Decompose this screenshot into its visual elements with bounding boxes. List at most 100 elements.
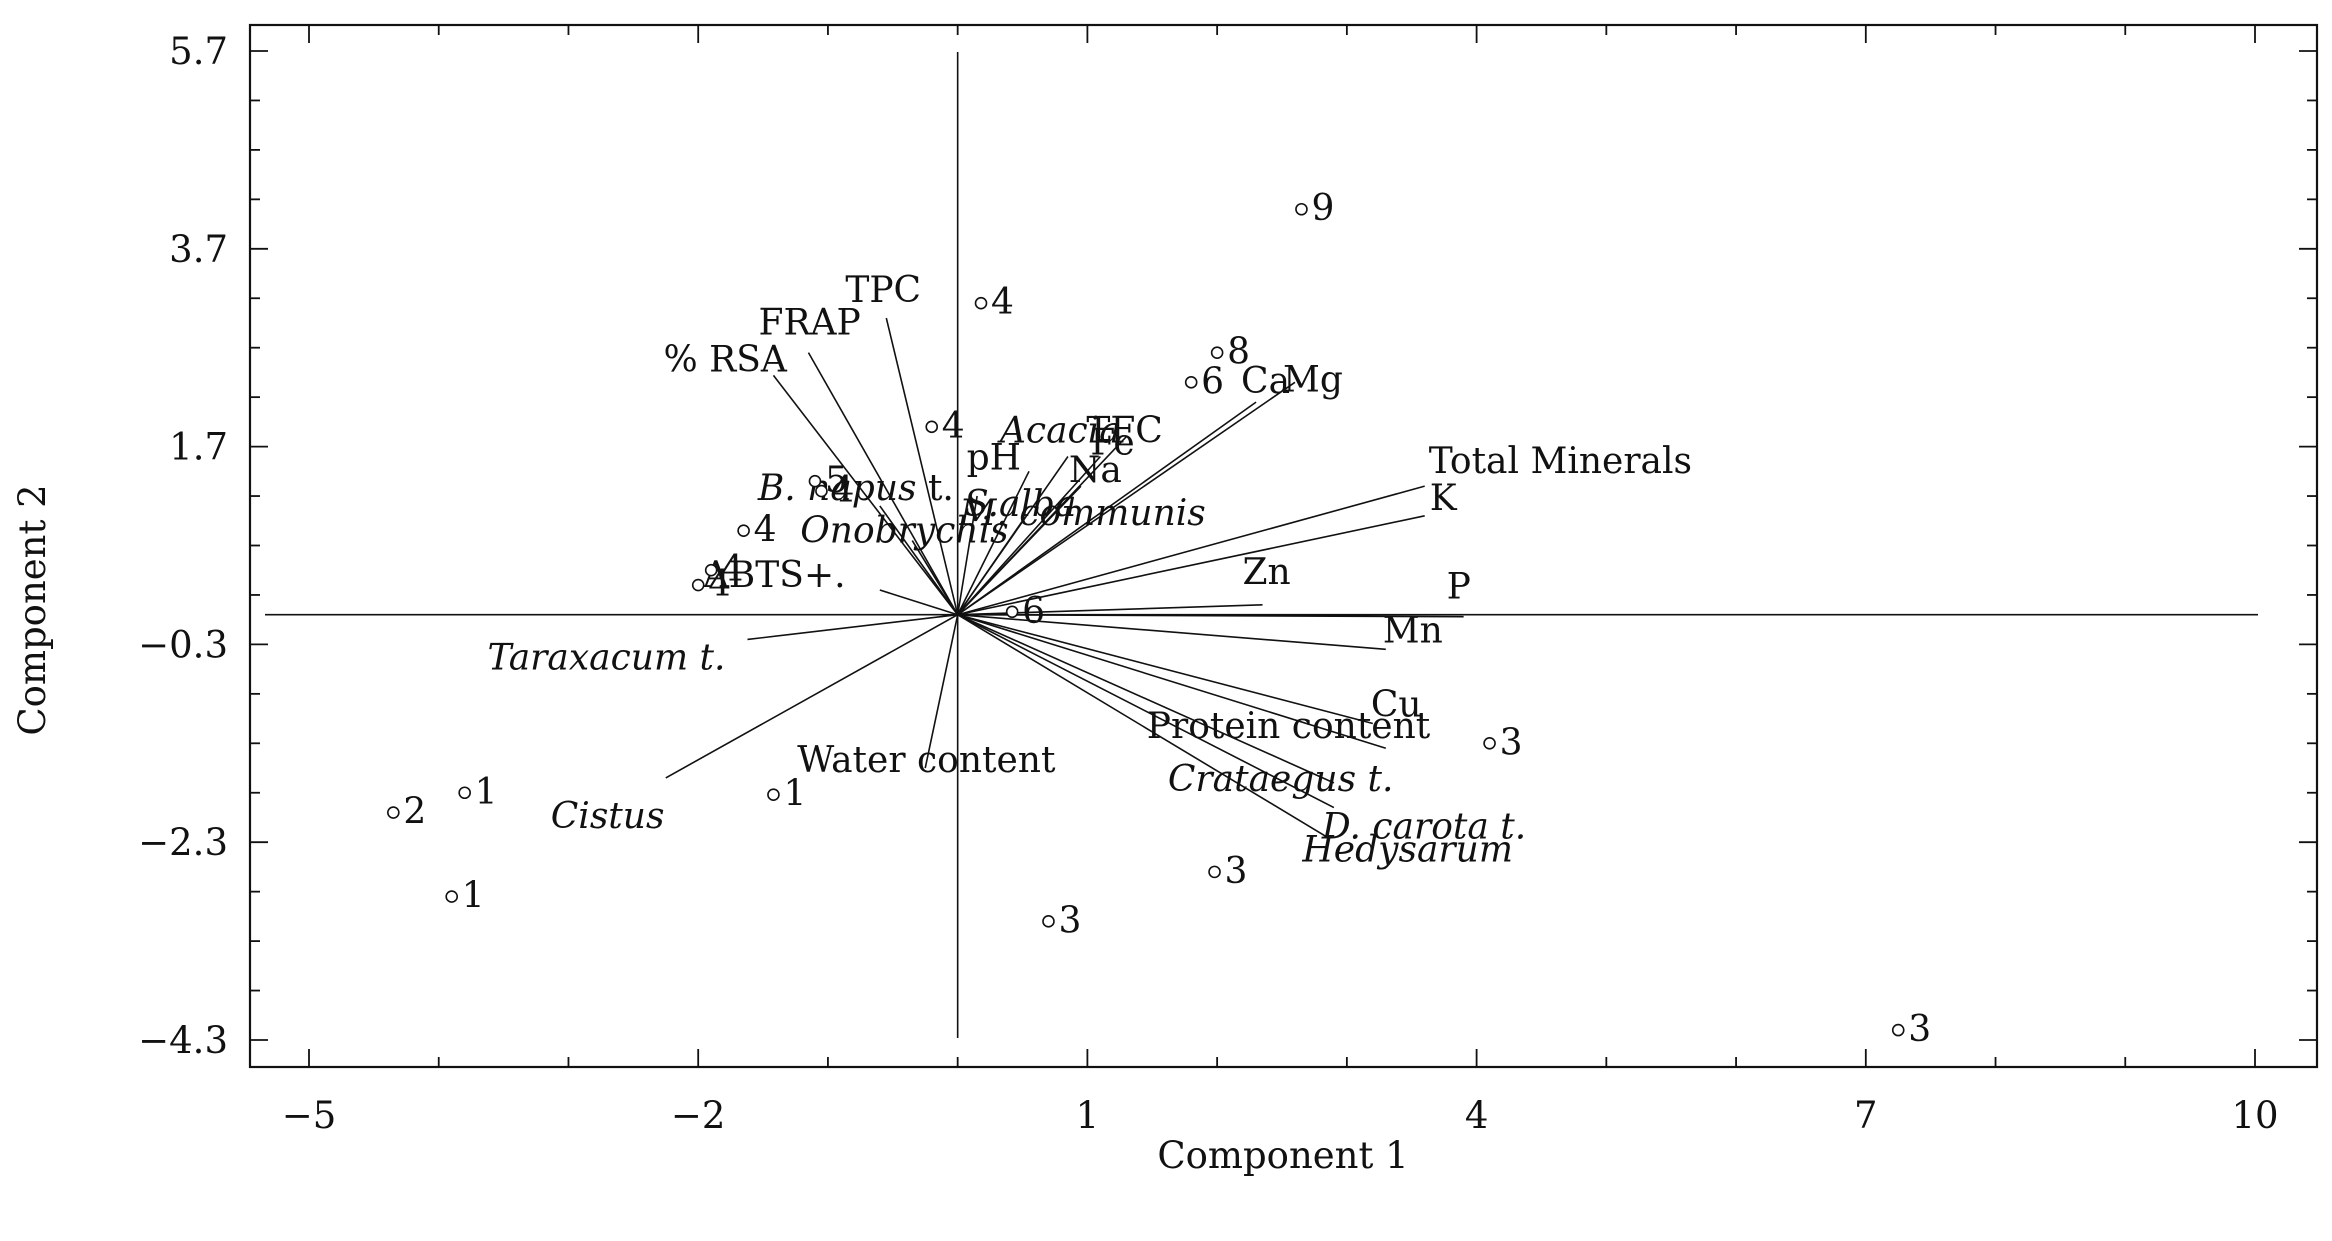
score-point xyxy=(737,524,750,537)
score-point-label: 2 xyxy=(403,792,426,833)
vector-cistus xyxy=(665,614,959,779)
vector-fe xyxy=(957,455,1101,616)
x-tick-label: 1 xyxy=(1076,1094,1100,1137)
vector-tpc xyxy=(885,317,959,615)
score-point xyxy=(1295,202,1308,216)
vector-k xyxy=(957,515,1425,616)
score-point-label: 3 xyxy=(1500,722,1523,763)
vector-label-total-minerals: Total Minerals xyxy=(1429,441,1692,482)
vector-label-k: K xyxy=(1430,478,1458,519)
vector-b-napus-t xyxy=(879,505,959,616)
vector-label-cistus: Cistus xyxy=(551,796,665,837)
score-point-label: 4 xyxy=(708,564,731,605)
score-point xyxy=(815,484,828,498)
score-point-label: 1 xyxy=(475,772,498,813)
vector-label-tfc: TFC xyxy=(1086,411,1163,452)
y-tick-label: −0.3 xyxy=(138,623,228,666)
vector-m-communis xyxy=(957,520,1024,616)
vector-crataegus-t xyxy=(957,613,1335,784)
score-point xyxy=(767,788,780,802)
vector-abts xyxy=(879,589,958,616)
vector-water-content xyxy=(924,614,959,769)
score-point-label: 9 xyxy=(1311,188,1334,229)
vector-label-zn: Zn xyxy=(1243,552,1291,593)
vector-label-cu: Cu xyxy=(1371,685,1422,726)
vector-d-carota-t xyxy=(957,614,1335,809)
vector-ca xyxy=(957,401,1257,616)
x-tick-label: −5 xyxy=(282,1094,337,1137)
y-tick-label: −4.3 xyxy=(138,1019,228,1062)
score-point xyxy=(387,806,400,819)
score-point xyxy=(1210,346,1224,359)
vector-s-alba xyxy=(956,495,978,615)
vector-label-mg: Mg xyxy=(1283,359,1343,400)
score-point xyxy=(458,786,471,800)
score-point xyxy=(691,578,705,592)
vector-protein-content xyxy=(957,613,1387,750)
vector-label-abts: ABTS+. xyxy=(702,555,846,596)
score-point xyxy=(1891,1023,1905,1037)
vector-label-crataegus-t: Crataegus t. xyxy=(1168,759,1394,800)
vector-p xyxy=(957,613,1464,618)
vector-frap xyxy=(807,352,959,616)
x-tick-label: 4 xyxy=(1465,1094,1489,1137)
score-point-label: 4 xyxy=(721,549,744,590)
vector-mg xyxy=(957,381,1296,616)
vector-label-mn: Mn xyxy=(1383,610,1443,651)
x-axis-title: Component 1 xyxy=(1157,1134,1408,1177)
vector-cu xyxy=(957,613,1374,725)
vector-label-p: P xyxy=(1447,567,1471,608)
score-point xyxy=(1042,915,1055,928)
vector-rsa xyxy=(772,374,959,616)
vector-label-water-content: Water content xyxy=(797,740,1056,781)
x-tick-label: −2 xyxy=(671,1094,726,1137)
score-point xyxy=(1005,605,1019,619)
score-point-label: 1 xyxy=(783,774,806,815)
score-point-label: 3 xyxy=(1225,851,1248,892)
vector-label-ca: Ca xyxy=(1241,361,1290,402)
score-point xyxy=(1208,865,1221,879)
vector-label-m-communis: M. communis xyxy=(959,493,1206,534)
score-point-label: 6 xyxy=(1201,361,1224,402)
score-point-label: 1 xyxy=(462,876,485,917)
vector-label-s-alba: S.alba xyxy=(964,484,1076,525)
vector-label-frap: FRAP xyxy=(758,303,860,344)
score-point-label: 5 xyxy=(825,460,848,501)
score-point xyxy=(1184,376,1198,389)
vector-label-ph: pH xyxy=(967,437,1021,478)
vector-label-b-napus-t: B. napus t. xyxy=(757,468,954,509)
score-point xyxy=(808,474,822,488)
vector-label-na: Na xyxy=(1069,450,1122,491)
y-tick-label: 1.7 xyxy=(169,426,228,469)
vector-mn xyxy=(957,613,1386,651)
y-tick-label: 5.7 xyxy=(169,30,228,73)
vector-label-acacia: Acacia xyxy=(997,410,1121,451)
x-tick-label: 10 xyxy=(2231,1094,2278,1137)
vector-hedysarum xyxy=(957,614,1328,838)
vector-label-protein-content: Protein content xyxy=(1147,706,1431,747)
axis-ticks: −5 −2 1 4 7 10 5.7 3.7 1.7 −0.3 −2.3 −4.3 xyxy=(138,25,2317,1137)
vector-label-hedysarum: Hedysarum xyxy=(1301,829,1513,870)
score-point-label: 4 xyxy=(942,406,965,447)
vector-onobrychis xyxy=(911,540,959,616)
score-point xyxy=(925,420,939,434)
vector-label-d-carota-t: D. carota t. xyxy=(1321,807,1526,848)
vector-label-fe: Fe xyxy=(1090,422,1134,463)
score-point-label: 4 xyxy=(754,510,777,551)
score-point-label: 8 xyxy=(1227,332,1250,373)
score-point-label: 3 xyxy=(1058,900,1081,941)
y-tick-label: −2.3 xyxy=(138,821,228,864)
vector-label-taraxacum-t: Taraxacum t. xyxy=(487,637,725,678)
score-point-label: 6 xyxy=(1022,591,1045,632)
score-point xyxy=(974,296,988,310)
reference-lines xyxy=(265,52,2258,1038)
score-point xyxy=(1483,736,1496,750)
y-axis-title: Component 2 xyxy=(11,484,54,735)
vector-label-tpc: TPC xyxy=(845,270,921,311)
vector-label-rsa: % RSA xyxy=(663,339,787,380)
score-point xyxy=(445,890,459,903)
score-point-label: 4 xyxy=(831,470,854,511)
score-point-label: 4 xyxy=(991,282,1014,323)
